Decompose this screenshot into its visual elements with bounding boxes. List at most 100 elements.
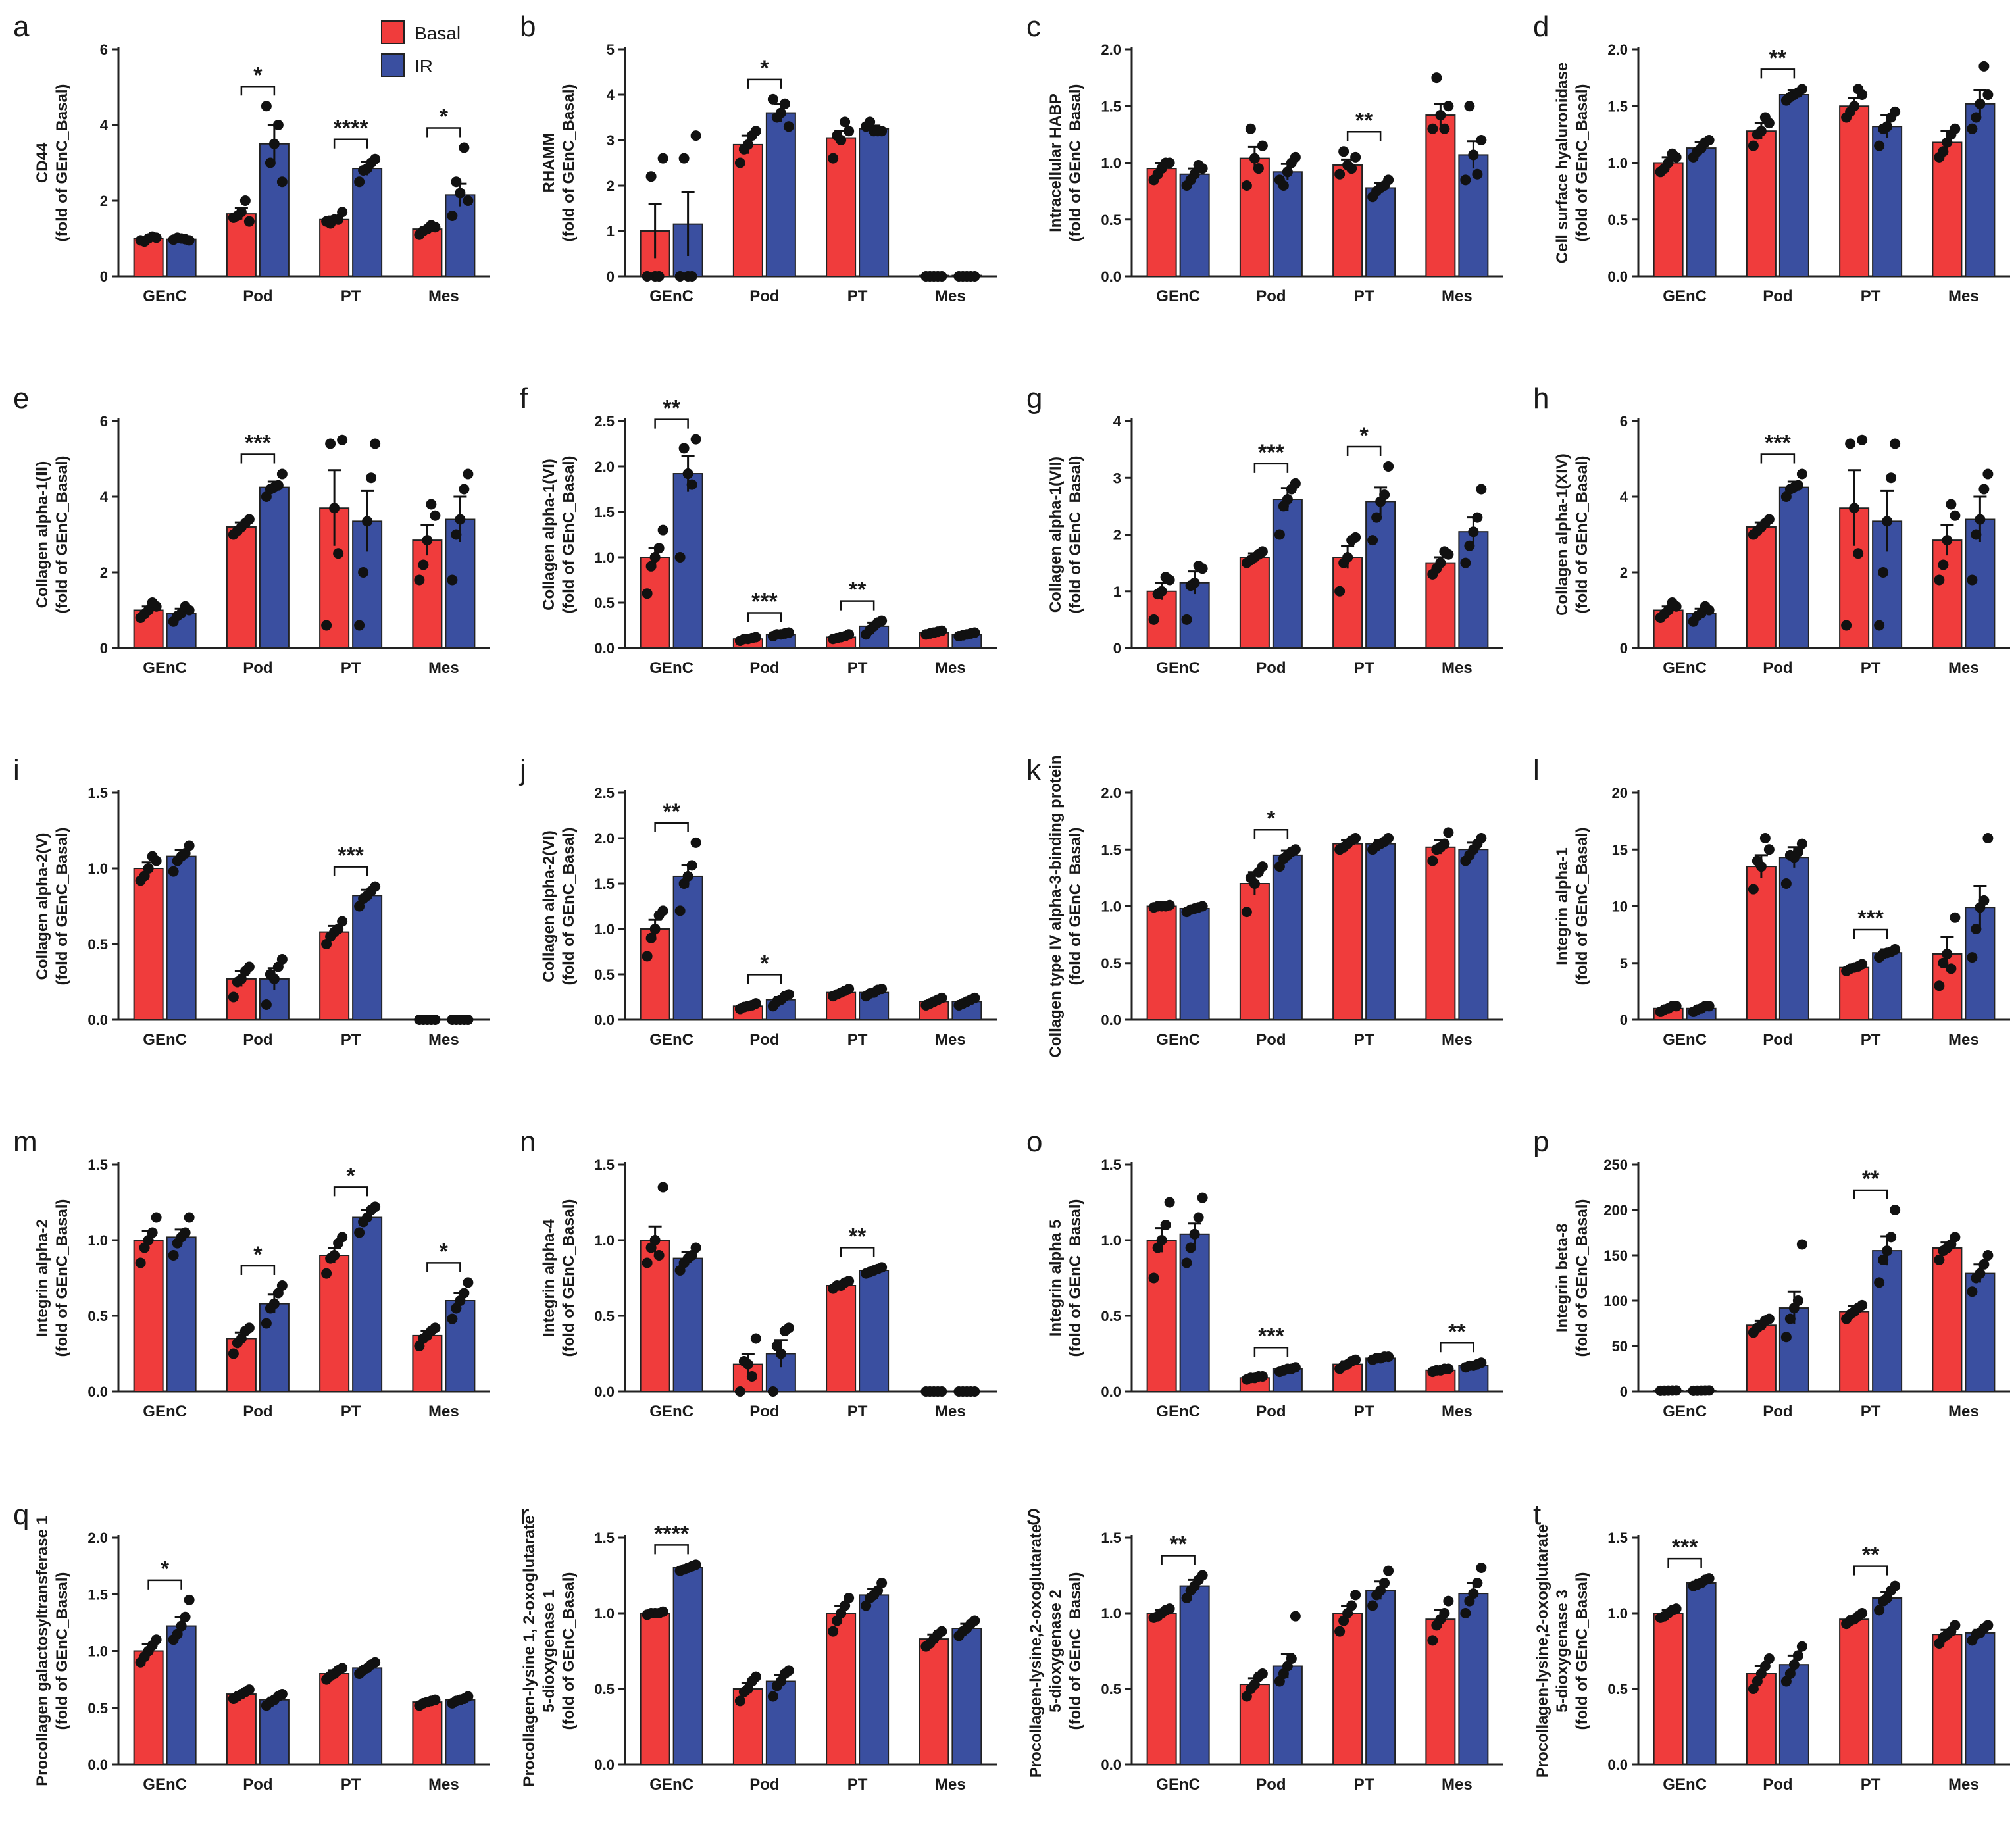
data-point — [180, 848, 191, 859]
x-tick-label: Pod — [243, 1776, 272, 1793]
data-point — [1148, 1272, 1159, 1284]
significance-bracket — [654, 822, 689, 832]
data-point — [451, 529, 462, 540]
y-axis-label: Integrin alpha-2 — [34, 1219, 51, 1337]
data-point — [268, 138, 280, 149]
data-point — [832, 632, 843, 643]
data-point — [1464, 1360, 1475, 1371]
data-point — [451, 176, 462, 188]
data-point — [228, 991, 239, 1003]
data-point — [1975, 98, 1986, 109]
y-axis-label: (fold of GEnC_Basal) — [53, 1572, 71, 1730]
x-tick-label: GEnC — [1156, 1031, 1200, 1049]
data-point — [1253, 1371, 1264, 1382]
significance-label: * — [1267, 806, 1276, 831]
data-point — [767, 1386, 778, 1397]
data-point — [1938, 559, 1949, 570]
y-tick-label: 1.5 — [88, 1586, 108, 1603]
x-tick-label: PT — [847, 288, 868, 305]
y-tick-label: 0.0 — [1101, 268, 1121, 285]
data-point — [1193, 902, 1204, 913]
y-axis-label: (fold of GEnC_Basal) — [1573, 1199, 1591, 1357]
data-point — [418, 559, 429, 570]
bar-ir-pt — [1872, 126, 1903, 277]
y-tick-label: 0 — [100, 268, 108, 285]
y-axis-label: Integrin alpha-4 — [540, 1219, 558, 1337]
significance-label: *** — [1857, 906, 1884, 931]
bar-ir-pt — [1872, 1250, 1903, 1392]
data-point — [1886, 1232, 1897, 1243]
y-tick-label: 1.5 — [594, 1530, 615, 1546]
data-point — [746, 999, 757, 1011]
data-point — [1472, 838, 1483, 849]
panel-letter: j — [518, 754, 526, 786]
data-point — [924, 1386, 936, 1397]
significance-bracket — [240, 1265, 276, 1275]
data-point — [325, 218, 336, 229]
x-tick-label: Mes — [935, 288, 966, 305]
data-point — [1857, 434, 1868, 445]
data-point — [649, 552, 661, 563]
data-point — [1938, 1245, 1949, 1257]
y-axis-label: (fold of GEnC_Basal) — [560, 827, 578, 985]
y-axis-label: Collagen alpha-1(Ⅱ) — [34, 461, 51, 609]
data-point — [1967, 952, 1978, 963]
data-point — [840, 116, 851, 128]
data-point — [738, 143, 749, 155]
data-point — [232, 525, 243, 536]
significance-bracket — [747, 78, 782, 89]
data-point — [272, 120, 284, 130]
bar-ir-pt — [1872, 1597, 1903, 1765]
bar-basal-pod — [1239, 157, 1270, 277]
data-point — [674, 271, 686, 282]
data-point — [459, 484, 470, 495]
data-point — [172, 611, 183, 622]
significance-bracket — [1253, 463, 1289, 473]
data-point — [767, 1691, 778, 1702]
data-point — [265, 484, 276, 495]
data-point — [1886, 946, 1897, 957]
data-point — [447, 1313, 458, 1324]
x-tick-label: GEnC — [649, 1776, 693, 1793]
x-tick-label: Mes — [1442, 1776, 1473, 1793]
data-point — [1160, 157, 1171, 168]
x-tick-label: Pod — [749, 288, 779, 305]
y-tick-label: 2 — [100, 564, 108, 581]
y-axis-label: (fold of GEnC_Basal) — [560, 84, 578, 241]
data-point — [333, 214, 344, 225]
data-point — [1967, 123, 1978, 134]
data-point — [463, 1277, 474, 1288]
y-tick-label: 1.0 — [594, 1232, 615, 1249]
y-tick-label: 1.0 — [88, 861, 108, 877]
significance-bracket — [1346, 445, 1382, 456]
data-point — [426, 220, 437, 231]
y-tick-label: 0.0 — [88, 1757, 108, 1773]
data-point — [1938, 1632, 1949, 1643]
data-point — [1443, 1595, 1454, 1607]
data-point — [1193, 1212, 1204, 1223]
significance-bracket — [333, 1186, 368, 1197]
data-point — [686, 479, 697, 490]
data-point — [1346, 535, 1357, 546]
data-point — [1371, 512, 1382, 523]
data-point — [1464, 849, 1475, 861]
y-axis-label: (fold of GEnC_Basal) — [1067, 455, 1084, 613]
significance-bracket — [1346, 131, 1382, 141]
bar-basal-pt — [1839, 105, 1870, 277]
data-point — [1751, 525, 1763, 536]
data-point — [932, 271, 944, 282]
data-point — [139, 1242, 150, 1253]
bar-ir-pt — [859, 128, 890, 277]
panel-letter: n — [520, 1126, 536, 1158]
x-tick-label: Mes — [935, 1403, 966, 1420]
y-tick-label: 1 — [1113, 584, 1121, 600]
data-point — [1971, 1629, 1982, 1640]
y-tick-label: 1.5 — [1101, 98, 1121, 114]
y-axis-label: Integrin alpha 5 — [1047, 1220, 1065, 1336]
data-point — [184, 1594, 195, 1605]
y-axis-label: (fold of GEnC_Basal) — [1573, 1572, 1591, 1730]
data-point — [832, 1615, 843, 1626]
panel-letter: o — [1026, 1126, 1042, 1158]
y-axis-label: 5-dioxygenase 1 — [540, 1590, 558, 1713]
